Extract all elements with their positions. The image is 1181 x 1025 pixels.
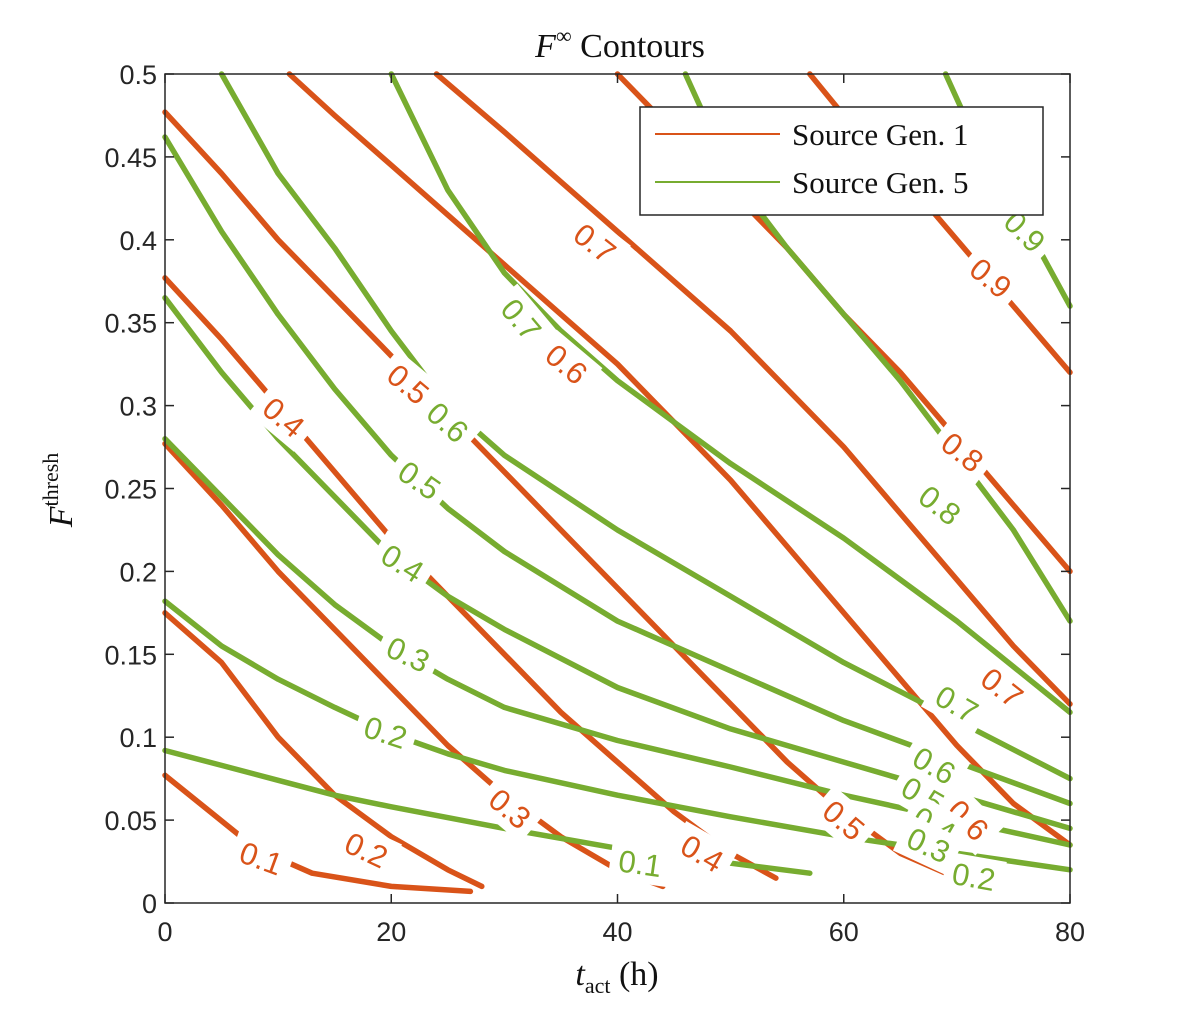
x-axis-label: tact (h): [575, 956, 658, 998]
x-tick-label: 60: [829, 917, 859, 947]
contour-line-s1-0.5: [162, 134, 1073, 807]
contour-label-gap: [940, 851, 1007, 902]
contour-label-gap: [898, 733, 971, 798]
ticks: 0 20 40 60 80 0 0.05 0.1 0.15 0.2 0.25 0.3 0.35 0.4 0.…: [104, 60, 1085, 947]
contour-label-gap: [383, 446, 456, 514]
y-tick-label: 0.3: [119, 392, 157, 422]
x-tick-label: 40: [602, 917, 632, 947]
legend: Source Gen. 1 Source Gen. 5: [639, 106, 1044, 216]
contour-line-s1-0.3: [162, 436, 1073, 848]
contour-line-s0-0.3: [162, 440, 666, 890]
contour-label-s1-0.2: 0.2: [949, 856, 998, 898]
contour-label-gap: [966, 653, 1039, 722]
contour-label-gap: [372, 623, 444, 686]
y-tick-label: 0.5: [119, 60, 157, 90]
contour-label-gap: [666, 820, 739, 886]
y-tick-label: 0.45: [104, 143, 157, 173]
legend-label-gen5: Source Gen. 5: [792, 165, 968, 200]
contour-label-gap: [954, 243, 1027, 313]
y-tick-label: 0.25: [104, 475, 157, 505]
x-tick-label: 0: [157, 917, 172, 947]
contour-label-gap: [247, 382, 320, 452]
contour-line-s0-0.5: [162, 109, 960, 881]
x-tick-label: 80: [1055, 917, 1085, 947]
contour-label-gap: [607, 839, 673, 888]
contour-label-gap: [920, 671, 993, 737]
contour-label-gap: [330, 819, 403, 881]
contour-label-s1-0.1: 0.1: [616, 843, 664, 884]
chart-title: F∞ Contours: [534, 23, 705, 65]
contour-label-group-s1-2: 0.3: [372, 623, 444, 686]
contour-label-gap: [807, 785, 880, 855]
contour-label-group-s1-1: 0.2: [350, 703, 421, 761]
y-axis-label: Fthresh: [38, 453, 80, 529]
contour-label-gap: [226, 829, 297, 888]
y-tick-label: 0.15: [104, 640, 157, 670]
contour-line-s1-0.6: [218, 71, 1073, 782]
y-tick-label: 0.1: [119, 723, 157, 753]
contour-label-group-s1-0: 0.1: [607, 839, 673, 888]
contour-label-gap: [372, 349, 445, 419]
y-tick-label: 0.2: [119, 557, 157, 587]
contour-label-gap: [486, 283, 556, 356]
contour-label-gap: [926, 417, 999, 487]
legend-box: [639, 106, 1044, 216]
y-tick-label: 0: [142, 889, 157, 919]
y-tick-label: 0.35: [104, 309, 157, 339]
contour-label-group-s1-14: 0.2: [940, 851, 1007, 902]
contour-label-gap: [350, 703, 421, 761]
contour-label-gap: [366, 530, 439, 596]
contour-line-s0-0.7: [433, 71, 1073, 707]
y-tick-label: 0.4: [119, 226, 157, 256]
contour-label-gap: [558, 208, 631, 278]
contour-line-s1-0.7: [388, 71, 1073, 716]
contour-label-gap: [474, 773, 546, 844]
contour-label-gap: [530, 329, 603, 399]
legend-label-gen1: Source Gen. 1: [792, 117, 968, 152]
contour-label-gap: [903, 470, 976, 540]
plot-area: 0.1 0.20.30.40.5 0.60.70.80.90.70.60.50.40…: [162, 71, 1073, 902]
x-tick-label: 20: [376, 917, 406, 947]
y-tick-label: 0.05: [104, 806, 157, 836]
contour-label-gap: [412, 387, 484, 458]
